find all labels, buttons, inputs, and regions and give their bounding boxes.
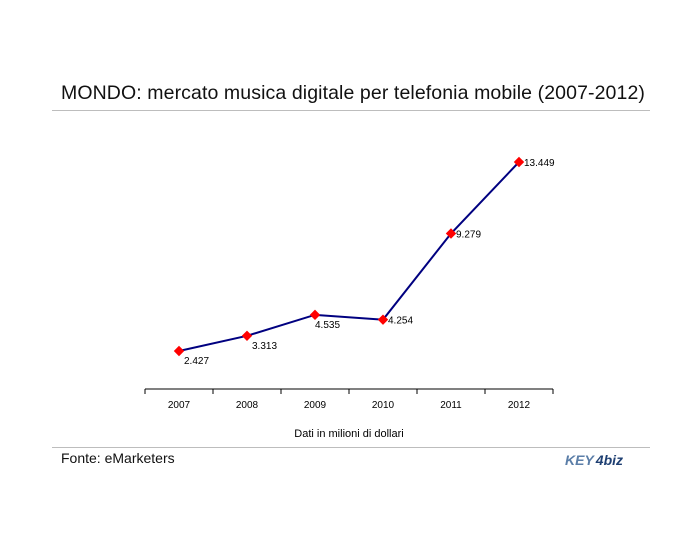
data-point-marker xyxy=(445,228,457,239)
source-note: Fonte: eMarketers xyxy=(61,450,175,466)
series-markers xyxy=(173,156,525,357)
data-label: 13.449 xyxy=(524,158,555,169)
x-axis-label: Dati in milioni di dollari xyxy=(294,428,403,440)
logo-text-key: KEY xyxy=(565,452,594,468)
title-divider xyxy=(52,110,650,111)
chart-title: MONDO: mercato musica digitale per telef… xyxy=(61,82,645,104)
x-tick-label: 2012 xyxy=(508,400,531,411)
data-point-marker xyxy=(309,309,321,321)
data-point-marker xyxy=(241,330,253,342)
x-axis-ticks xyxy=(144,389,554,394)
key4biz-logo: KEY 4biz xyxy=(565,452,623,468)
data-label: 3.313 xyxy=(252,341,277,352)
data-label: 2.427 xyxy=(184,356,209,367)
data-label: 4.535 xyxy=(315,320,340,331)
x-tick-label: 2009 xyxy=(304,400,327,411)
x-tick-label: 2008 xyxy=(236,400,259,411)
data-labels: 2.427 3.313 4.535 4.254 9.279 13.449 xyxy=(184,158,555,367)
x-tick-label: 2007 xyxy=(168,400,191,411)
footer-divider xyxy=(52,447,650,448)
x-axis-tick-labels: 2007 2008 2009 2010 2011 2012 xyxy=(168,400,531,411)
data-point-marker xyxy=(513,156,525,168)
x-tick-label: 2011 xyxy=(440,400,462,411)
logo-text-biz: 4biz xyxy=(595,452,624,468)
series-line xyxy=(178,161,520,352)
data-point-marker xyxy=(377,314,389,325)
data-label: 9.279 xyxy=(456,230,481,241)
x-tick-label: 2010 xyxy=(372,400,395,411)
data-point-marker xyxy=(173,345,185,357)
data-label: 4.254 xyxy=(388,316,413,327)
